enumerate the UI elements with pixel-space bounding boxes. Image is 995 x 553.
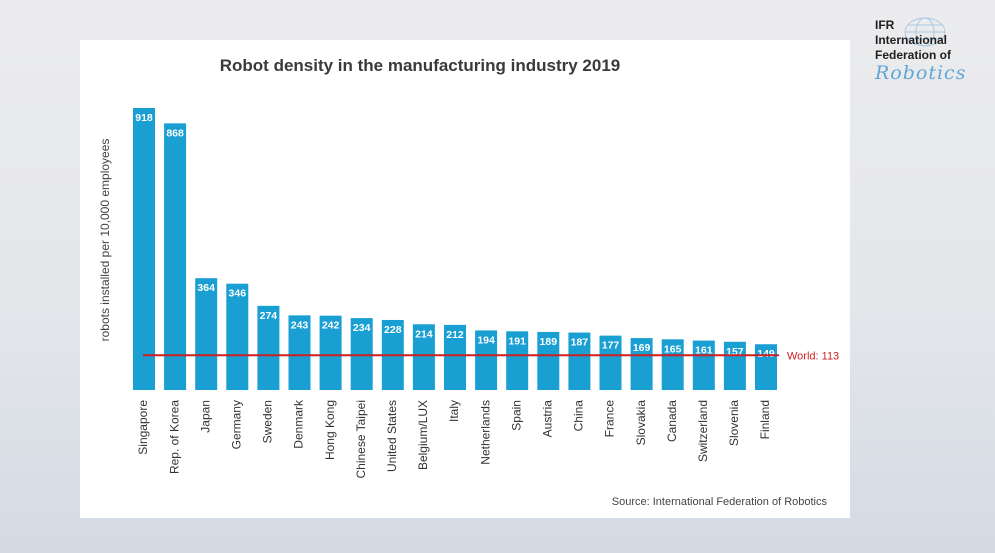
value-label: 187 bbox=[571, 337, 589, 349]
category-label: Slovakia bbox=[634, 400, 648, 446]
category-label: United States bbox=[385, 400, 399, 472]
value-label: 212 bbox=[446, 329, 464, 341]
bar-belgium-lux bbox=[412, 324, 435, 390]
category-label: Netherlands bbox=[478, 400, 492, 465]
value-label: 189 bbox=[540, 336, 558, 348]
bar-netherlands bbox=[475, 330, 498, 390]
value-label: 161 bbox=[695, 345, 713, 357]
value-label: 177 bbox=[602, 340, 620, 352]
value-label: 868 bbox=[166, 127, 184, 139]
category-label: Canada bbox=[665, 400, 679, 442]
category-label: Rep. of Korea bbox=[167, 400, 181, 474]
bar-sweden bbox=[257, 305, 280, 390]
y-axis-label: robots installed per 10,000 employees bbox=[98, 138, 112, 342]
bar-france bbox=[599, 335, 622, 390]
chart-panel: 918 Singapore 868 Rep. of Korea 364 Japan 346 G… bbox=[80, 40, 850, 518]
logo-script-robotics: Robotics bbox=[875, 62, 967, 84]
category-label: China bbox=[572, 400, 586, 432]
world-reference-label: World: 113 bbox=[787, 350, 839, 362]
category-label: Slovenia bbox=[727, 400, 741, 446]
category-label: Singapore bbox=[136, 400, 150, 455]
bar-slovenia bbox=[723, 341, 746, 390]
value-label: 243 bbox=[291, 319, 309, 331]
bar-singapore bbox=[133, 108, 155, 390]
category-label: Austria bbox=[540, 400, 554, 438]
bar-hong-kong bbox=[319, 315, 342, 390]
value-label: 194 bbox=[477, 334, 495, 346]
value-label: 169 bbox=[633, 342, 651, 354]
category-label: Spain bbox=[509, 400, 523, 431]
category-label: Denmark bbox=[292, 399, 306, 449]
bar-italy bbox=[444, 324, 466, 390]
value-label: 149 bbox=[757, 348, 775, 360]
bar-chinese-taipei bbox=[350, 318, 373, 390]
value-label: 214 bbox=[415, 328, 433, 340]
category-label: Hong Kong bbox=[323, 400, 337, 460]
bar-canada bbox=[661, 339, 684, 390]
logo-line-international: International bbox=[875, 33, 948, 47]
bar-chart: 918 Singapore 868 Rep. of Korea 364 Japan 346 G… bbox=[133, 108, 839, 479]
bar-denmark bbox=[288, 315, 311, 390]
value-label: 364 bbox=[197, 282, 215, 294]
bar-switzerland bbox=[692, 340, 715, 390]
bar-rep-of-korea bbox=[164, 123, 187, 391]
category-label: Chinese Taipei bbox=[354, 400, 368, 479]
chart-title: Robot density in the manufacturing indus… bbox=[219, 56, 621, 75]
globe-icon bbox=[904, 17, 946, 47]
source-note: Source: International Federation of Robo… bbox=[611, 496, 827, 508]
category-label: Switzerland bbox=[696, 400, 710, 462]
category-label: Germany bbox=[229, 400, 243, 449]
bar-japan bbox=[195, 278, 218, 390]
category-label: Belgium/LUX bbox=[416, 400, 430, 470]
value-label: 918 bbox=[135, 112, 153, 124]
value-label: 191 bbox=[508, 335, 526, 347]
value-label: 346 bbox=[229, 288, 247, 300]
bar-china bbox=[568, 332, 591, 390]
bar-austria bbox=[537, 331, 560, 390]
bar-spain bbox=[506, 331, 529, 390]
value-label: 274 bbox=[260, 310, 278, 322]
category-label: Italy bbox=[447, 400, 461, 422]
category-label: France bbox=[603, 400, 617, 438]
value-label: 234 bbox=[353, 322, 371, 334]
bar-slovakia bbox=[630, 338, 653, 390]
category-label: Japan bbox=[198, 400, 212, 433]
bar-germany bbox=[226, 283, 249, 390]
category-label: Finland bbox=[758, 400, 772, 439]
logo-line-federation: Federation of bbox=[875, 48, 952, 62]
value-label: 165 bbox=[664, 343, 682, 355]
logo-line-ifr: IFR bbox=[875, 18, 895, 32]
category-label: Sweden bbox=[261, 400, 275, 443]
ifr-logo: IFR International Federation of Robotics bbox=[875, 17, 985, 84]
value-label: 242 bbox=[322, 320, 340, 332]
value-label: 228 bbox=[384, 324, 402, 336]
